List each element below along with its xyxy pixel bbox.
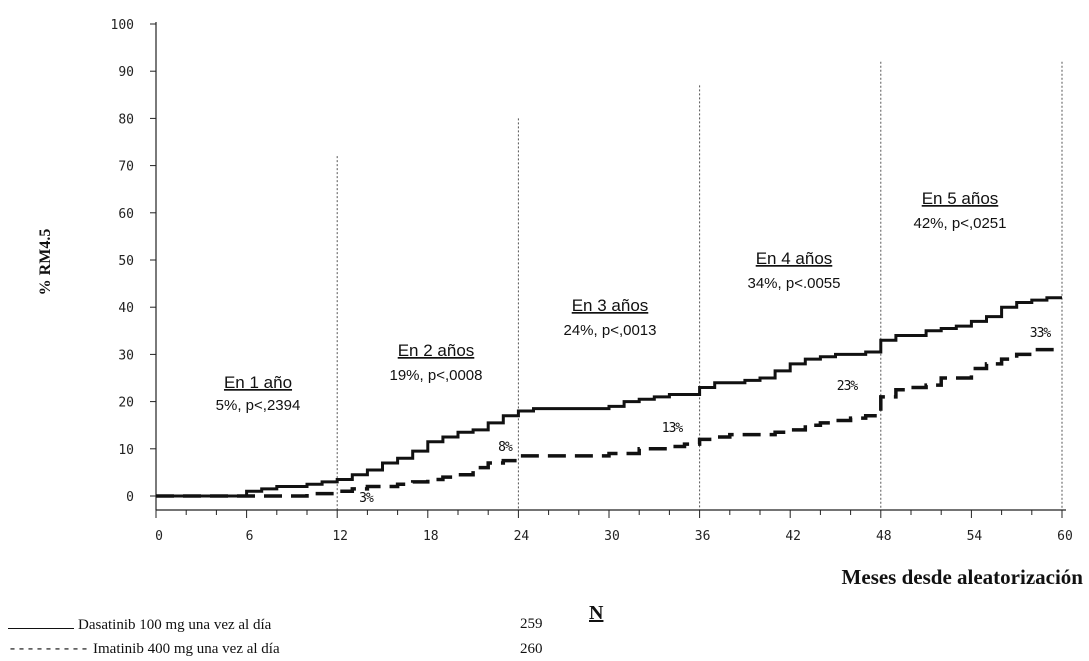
y-tick-label: 60 <box>118 207 134 222</box>
y-tick-label: 70 <box>118 160 134 175</box>
y-tick-label: 100 <box>111 18 134 33</box>
annotations-layer: En 1 año 5%, p<,2394 En 2 años 19%, p<,0008… <box>216 189 1053 506</box>
legend-label-imatinib: Imatinib 400 mg una vez al día <box>93 641 280 657</box>
x-tick-label: 18 <box>423 529 439 544</box>
x-tick-label: 24 <box>514 529 530 544</box>
annotation-title: En 4 años <box>756 249 833 268</box>
x-tick-label: 36 <box>695 529 711 544</box>
legend-n-dasatinib: 259 <box>520 616 543 632</box>
annotation-stat: 5%, p<,2394 <box>216 397 301 414</box>
y-axis-label: % RM4.5 <box>37 229 54 296</box>
y-tick-label: 0 <box>126 490 134 505</box>
y-tick-label: 30 <box>118 348 134 363</box>
series-line-imatinib <box>156 347 1062 498</box>
y-tick-label: 40 <box>118 301 134 316</box>
x-tick-label: 30 <box>604 529 620 544</box>
legend-row-imatinib: --------- Imatinib 400 mg una vez al día … <box>8 641 543 658</box>
legend-n-imatinib: 260 <box>520 641 543 657</box>
legend-dashed-line-swatch: --------- <box>8 641 90 658</box>
x-tick-label: 12 <box>332 529 348 544</box>
annotation-title: En 3 años <box>572 296 649 315</box>
legend-row-dasatinib: Dasatinib 100 mg una vez al día 259 <box>8 616 543 634</box>
annotation-stat: 34%, p<.0055 <box>748 275 841 292</box>
legend-solid-line-swatch <box>8 616 74 629</box>
axes: 0 10 20 30 40 50 60 70 80 90 100 0 6 12 18 24 30 36 42 48 54… <box>111 18 1073 544</box>
annotation-title: En 1 año <box>224 373 292 392</box>
x-tick-label: 0 <box>155 529 163 544</box>
x-tick-label: 54 <box>967 529 983 544</box>
legend-n-heading: N <box>589 602 604 624</box>
x-axis-label: Meses desde aleatorización <box>842 565 1084 589</box>
y-tick-label: 20 <box>118 396 134 411</box>
annotation-stat: 19%, p<,0008 <box>390 367 483 384</box>
imatinib-value-label: 3% <box>359 491 374 506</box>
imatinib-value-label: 13% <box>662 421 684 436</box>
imatinib-value-label: 33% <box>1030 326 1052 341</box>
series-layer <box>156 296 1062 498</box>
y-tick-label: 10 <box>118 443 134 458</box>
series-line-dasatinib <box>156 296 1062 498</box>
x-tick-label: 6 <box>246 529 254 544</box>
imatinib-value-label: 23% <box>837 379 859 394</box>
legend-label-dasatinib: Dasatinib 100 mg una vez al día <box>78 617 272 633</box>
chart-canvas: 0 10 20 30 40 50 60 70 80 90 100 0 6 12 18 24 30 36 42 48 54… <box>37 18 1084 589</box>
imatinib-value-label: 8% <box>498 440 513 455</box>
annotation-title: En 5 años <box>922 189 999 208</box>
y-tick-label: 50 <box>118 254 134 269</box>
x-tick-label: 42 <box>785 529 801 544</box>
x-tick-label: 60 <box>1057 529 1073 544</box>
annotation-title: En 2 años <box>398 341 475 360</box>
annotation-stat: 42%, p<,0251 <box>914 215 1007 232</box>
y-tick-label: 80 <box>118 112 134 127</box>
x-tick-label: 48 <box>876 529 892 544</box>
y-tick-label: 90 <box>118 65 134 80</box>
annotation-stat: 24%, p<,0013 <box>564 322 657 339</box>
